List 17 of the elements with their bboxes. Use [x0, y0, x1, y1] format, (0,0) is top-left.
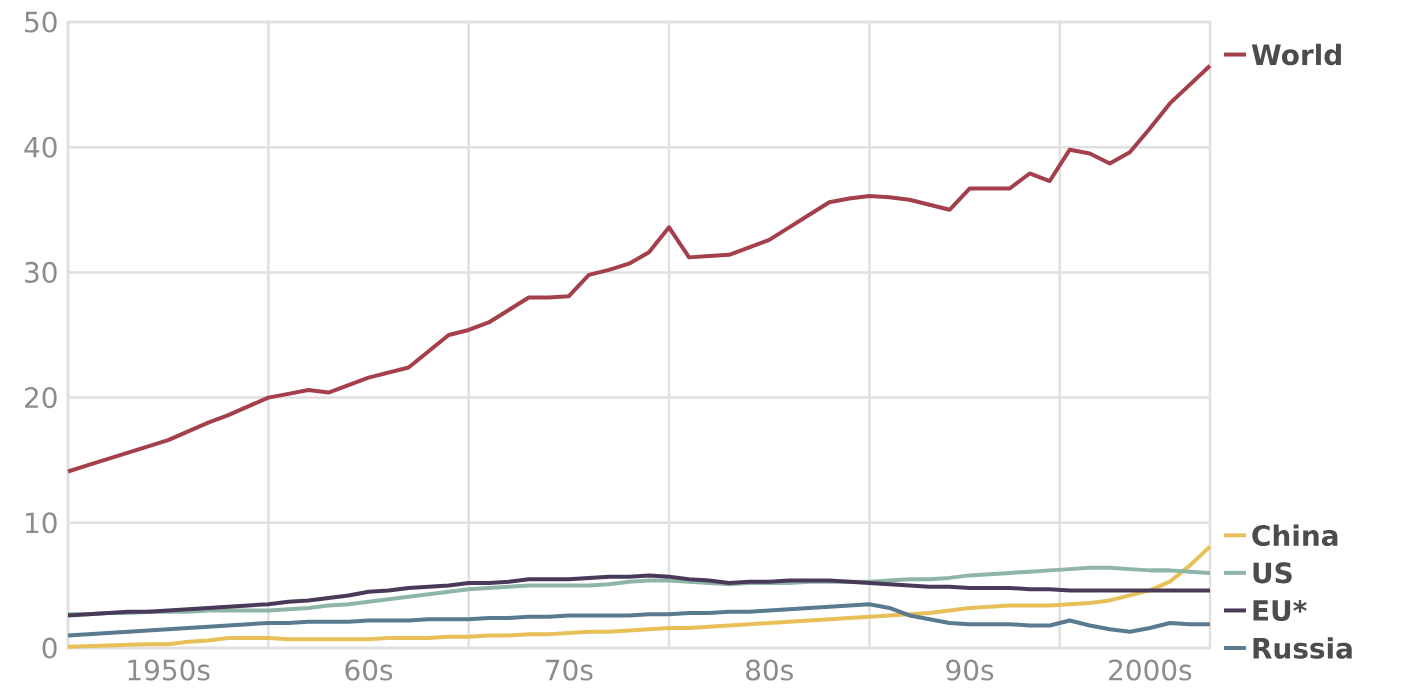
- x-tick-label: 70s: [546, 659, 593, 681]
- y-tick-label: 50: [25, 11, 57, 33]
- y-tick-label: 20: [25, 387, 57, 409]
- y-tick-label: 40: [24, 136, 57, 158]
- x-tick-label: 2000s: [1109, 659, 1192, 681]
- legend-label: US: [1253, 562, 1292, 584]
- y-tick-label: 10: [26, 512, 57, 534]
- legend-label: China: [1252, 524, 1338, 547]
- x-tick-label: 60s: [345, 659, 393, 681]
- x-tick-label: 90s: [946, 659, 994, 681]
- y-tick-label: 30: [25, 261, 57, 283]
- x-tick-label: 80s: [746, 659, 793, 681]
- x-tick-label: 1950s: [128, 659, 210, 681]
- y-tick-label: 0: [42, 637, 57, 659]
- legend-label: Russia: [1253, 637, 1352, 659]
- legend-label: World: [1251, 43, 1341, 66]
- legend-label: EU*: [1253, 599, 1307, 621]
